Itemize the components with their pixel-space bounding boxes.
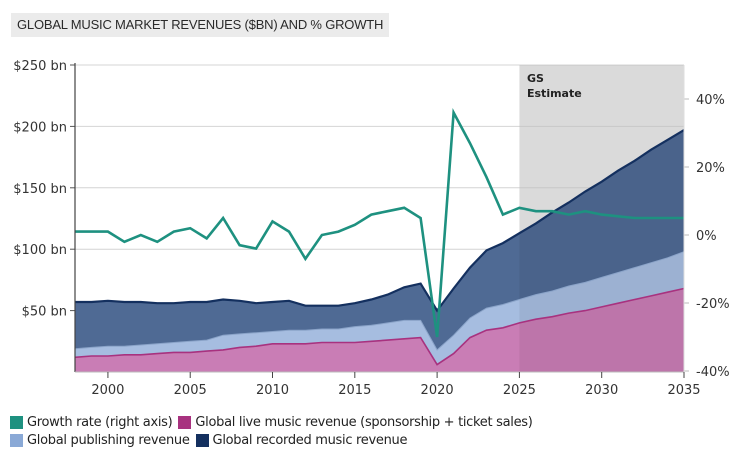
chart-title: GLOBAL MUSIC MARKET REVENUES ($BN) AND %…: [11, 13, 390, 37]
legend: Growth rate (right axis) Global live mus…: [10, 413, 539, 449]
legend-label-growth: Growth rate (right axis): [27, 414, 173, 430]
legend-row-2: Global publishing revenue Global recorde…: [10, 431, 539, 449]
annotation-line1: GS: [527, 72, 544, 85]
annotation-line2: Estimate: [527, 87, 582, 100]
legend-label-publishing: Global publishing revenue: [27, 432, 190, 448]
x-tick-label: 2010: [256, 383, 289, 398]
y-right-tick-label: -20%: [696, 297, 730, 312]
legend-label-recorded: Global recorded music revenue: [212, 432, 408, 448]
y-right-tick-label: 40%: [696, 93, 725, 108]
line-live-edge: [74, 287, 685, 366]
area-live-music: [75, 288, 684, 372]
x-tick-label: 2015: [338, 383, 371, 398]
y-right-tick-label: -40%: [696, 365, 730, 380]
legend-swatch-recorded: [195, 433, 209, 447]
legend-label-live: Global live music revenue (sponsorship +…: [195, 414, 533, 430]
line-recorded-edge: [75, 129, 685, 313]
legend-item-recorded: Global recorded music revenue: [195, 432, 408, 448]
x-tick-label: 2020: [421, 383, 454, 398]
y-left-tick-label: $150 bn: [13, 182, 67, 197]
legend-swatch-live: [178, 415, 192, 429]
x-tick-label: 2025: [503, 383, 536, 398]
legend-item-publishing: Global publishing revenue: [10, 433, 190, 448]
y-right-tick-label: 20%: [696, 161, 725, 176]
x-tick-label: 2000: [91, 383, 124, 398]
legend-swatch-growth: [10, 415, 23, 429]
legend-swatch-publishing: [10, 433, 23, 447]
line-growth-rate: [75, 108, 684, 338]
legend-item-live: Global live music revenue (sponsorship +…: [178, 414, 533, 430]
y-left-tick-label: $50 bn: [22, 305, 67, 320]
legend-item-growth: Growth rate (right axis): [10, 414, 173, 430]
x-tick-label: 2030: [585, 383, 618, 398]
y-left-tick-label: $200 bn: [13, 120, 67, 135]
x-tick-label: 2035: [667, 383, 700, 398]
line-publishing-edge: [74, 251, 685, 351]
x-tick-label: 2005: [174, 383, 207, 398]
y-left-tick-label: $250 bn: [13, 59, 67, 74]
y-right-tick-label: 0%: [696, 229, 717, 244]
legend-row-1: Growth rate (right axis) Global live mus…: [10, 413, 539, 431]
y-left-tick-label: $100 bn: [13, 243, 67, 258]
